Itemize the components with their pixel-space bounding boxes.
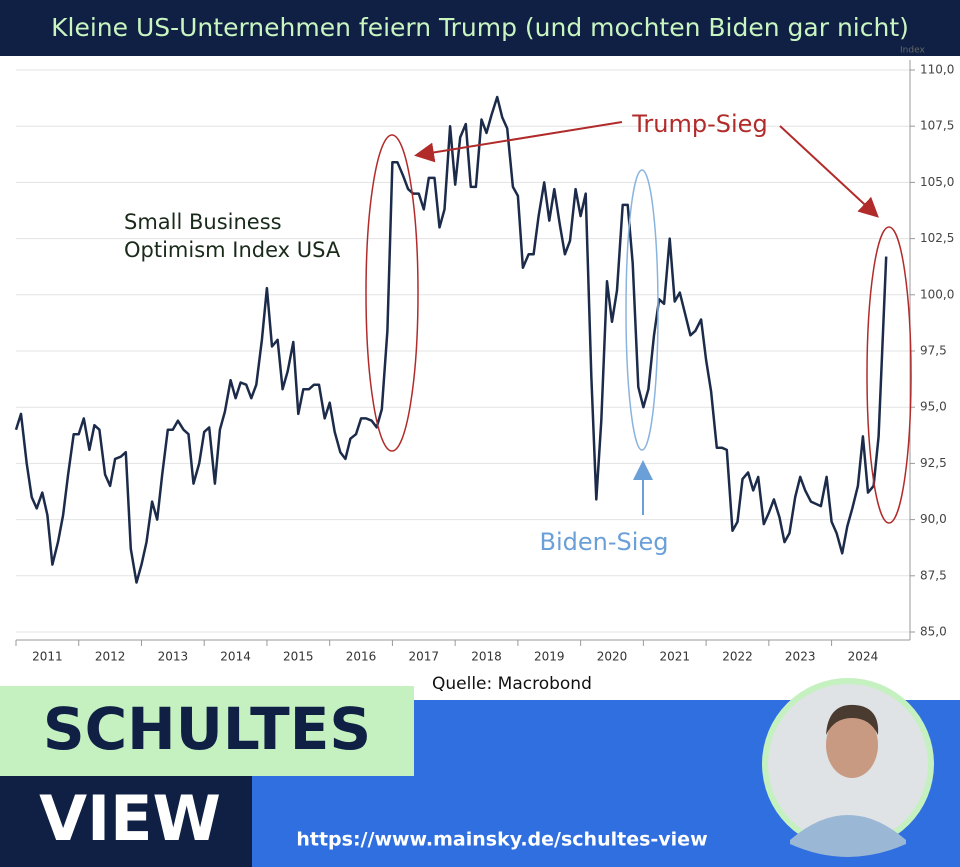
y-tick-label: 105,0 <box>920 175 954 189</box>
y-tick-label: 87,5 <box>920 568 947 582</box>
x-tick-label: 2023 <box>785 650 816 664</box>
x-tick-label: 2015 <box>283 650 314 664</box>
url: https://www.mainsky.de/schultes-view <box>296 829 707 851</box>
title-bar <box>0 0 960 56</box>
x-tick-label: 2022 <box>722 650 753 664</box>
y-axis-label: Index <box>900 46 925 56</box>
y-tick-label: 92,5 <box>920 456 947 470</box>
series-line <box>14 95 888 584</box>
y-tick-label: 110,0 <box>920 63 954 77</box>
x-tick-label: 2014 <box>220 650 251 664</box>
y-tick-label: 97,5 <box>920 344 947 358</box>
y-tick-label: 102,5 <box>920 231 954 245</box>
annotation: Biden-Sieg <box>540 528 669 556</box>
arrow <box>414 121 623 163</box>
trump-ellipse <box>866 226 912 524</box>
brand-box <box>0 686 414 776</box>
x-tick-label: 2012 <box>95 650 126 664</box>
x-tick-label: 2019 <box>534 650 565 664</box>
trump-ellipse <box>365 134 419 452</box>
x-tick-label: 2013 <box>158 650 189 664</box>
photo-hair <box>826 704 879 735</box>
x-tick-label: 2018 <box>471 650 502 664</box>
x-tick-label: 2020 <box>597 650 628 664</box>
x-tick-label: 2024 <box>848 650 879 664</box>
photo-shirt <box>790 815 906 857</box>
annotation: Trump-Sieg <box>631 110 767 138</box>
y-tick-label: 95,0 <box>920 400 947 414</box>
y-tick-label: 107,5 <box>920 119 954 133</box>
chart-title: Kleine US-Unternehmen feiern Trump (und … <box>51 13 909 42</box>
x-tick-label: 2016 <box>346 650 377 664</box>
biden-ellipse <box>625 169 659 451</box>
brand-name: VIEW <box>39 782 221 855</box>
y-tick-label: 90,0 <box>920 512 947 526</box>
x-tick-label: 2021 <box>659 650 690 664</box>
y-tick-label: 100,0 <box>920 287 954 301</box>
x-tick-label: 2017 <box>409 650 440 664</box>
series-label: Small Business Optimism Index USA <box>124 210 341 262</box>
x-tick-label: 2011 <box>32 650 63 664</box>
photo-face <box>826 712 878 778</box>
y-tick-label: 85,0 <box>920 625 947 639</box>
brand-box <box>0 776 252 867</box>
brand-name: SCHULTES <box>43 695 371 763</box>
source: Quelle: Macrobond <box>432 674 592 694</box>
arrow <box>779 125 879 218</box>
